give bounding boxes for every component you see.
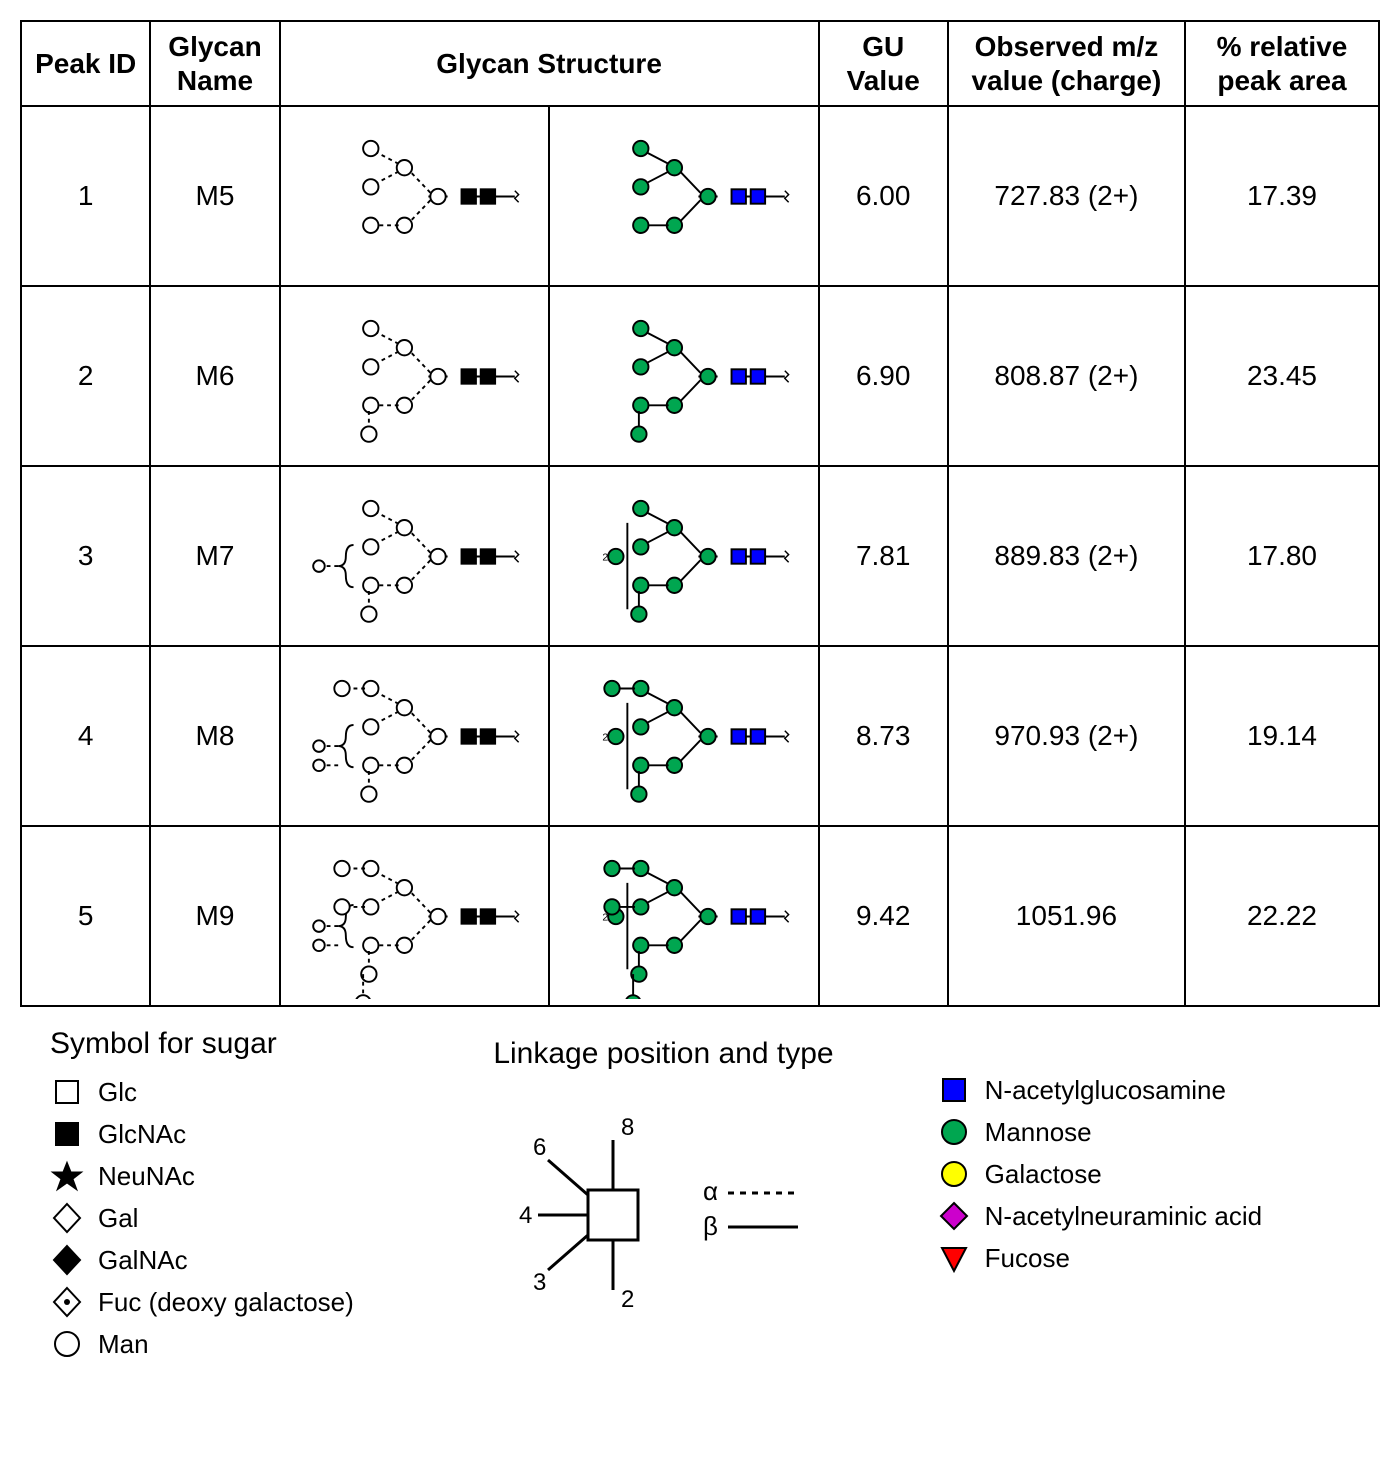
cell-area: 17.39 [1185,106,1379,286]
header-peak: Peak ID [21,21,150,106]
cell-name: M7 [150,466,279,646]
legend: Symbol for sugar Glc GlcNAc NeuNAc Gal GalNA… [20,1017,1380,1369]
svg-text:2: 2 [621,1286,634,1313]
legend-color-label: Galactose [985,1159,1102,1190]
svg-text:8: 8 [621,1114,634,1141]
header-area: % relative peak area [1185,21,1379,106]
legend-bw-label: Man [98,1329,149,1360]
legend-bw-col: Symbol for sugar Glc GlcNAc NeuNAc Gal GalNA… [50,1017,493,1369]
cell-struct: 2x [280,466,819,646]
cell-name: M5 [150,106,279,286]
legend-bw-item: NeuNAc [50,1159,493,1193]
cell-peak: 1 [21,106,150,286]
cell-mz: 727.83 (2+) [948,106,1185,286]
cell-gu: 6.00 [819,106,948,286]
header-struct: Glycan Structure [280,21,819,106]
cell-name: M8 [150,646,279,826]
glycan-bw-diagram [281,827,550,1005]
glycan-bw-diagram [281,107,550,285]
cell-struct: 2x [280,646,819,826]
glycan-color-diagram [550,287,817,465]
glycan-color-diagram: 2x [550,827,817,1005]
legend-bw-item: Man [50,1327,493,1361]
table-row: 3 M7 2x 7.81 889.83 (2+) 17.80 [21,466,1379,646]
legend-color-label: Mannose [985,1117,1092,1148]
cell-area: 19.14 [1185,646,1379,826]
header-name: Glycan Name [150,21,279,106]
cell-struct: 2x [280,826,819,1006]
cell-name: M9 [150,826,279,1006]
cell-gu: 8.73 [819,646,948,826]
glycan-bw-diagram [281,647,550,825]
legend-bw-label: Gal [98,1203,138,1234]
legend-color-item: N-acetylglucosamine [937,1073,1380,1107]
legend-sugar-heading: Symbol for sugar [50,1027,493,1061]
cell-name: M6 [150,286,279,466]
cell-struct [280,106,819,286]
table-row: 1 M5 6.00 727.83 (2+) 17.39 [21,106,1379,286]
cell-mz: 970.93 (2+) [948,646,1185,826]
legend-linkage-col: Linkage position and type 8 6 4 3 2 α β [493,1017,936,1369]
svg-text:6: 6 [533,1134,546,1161]
svg-text:α: α [703,1176,718,1206]
svg-text:3: 3 [533,1269,546,1296]
svg-text:4: 4 [519,1202,532,1229]
header-row: Peak ID Glycan Name Glycan Structure GU … [21,21,1379,106]
legend-color-item: Fucose [937,1241,1380,1275]
legend-color-item: Mannose [937,1115,1380,1149]
legend-bw-item: Fuc (deoxy galactose) [50,1285,493,1319]
cell-peak: 3 [21,466,150,646]
legend-bw-item: Gal [50,1201,493,1235]
glycan-table: Peak ID Glycan Name Glycan Structure GU … [20,20,1380,1007]
legend-color-item: N-acetylneuraminic acid [937,1199,1380,1233]
cell-mz: 889.83 (2+) [948,466,1185,646]
cell-peak: 4 [21,646,150,826]
svg-text:β: β [703,1211,718,1241]
cell-gu: 6.90 [819,286,948,466]
glycan-color-diagram: 2x [550,467,817,645]
legend-linkage-heading: Linkage position and type [493,1037,936,1071]
legend-bw-label: Glc [98,1077,137,1108]
cell-struct [280,286,819,466]
legend-color-col: N-acetylglucosamine Mannose Galactose N-ace… [937,1017,1380,1369]
glycan-color-diagram: 2x [550,647,817,825]
legend-bw-label: Fuc (deoxy galactose) [98,1287,354,1318]
glycan-bw-diagram [281,287,550,465]
cell-mz: 808.87 (2+) [948,286,1185,466]
table-row: 5 M9 2x 9.42 1051.96 22.22 [21,826,1379,1006]
legend-bw-item: Glc [50,1075,493,1109]
legend-bw-label: GlcNAc [98,1119,186,1150]
glycan-color-diagram [550,107,817,285]
cell-peak: 5 [21,826,150,1006]
cell-peak: 2 [21,286,150,466]
legend-color-label: N-acetylneuraminic acid [985,1201,1262,1232]
cell-area: 23.45 [1185,286,1379,466]
legend-bw-item: GlcNAc [50,1117,493,1151]
legend-bw-label: GalNAc [98,1245,188,1276]
legend-bw-item: GalNAc [50,1243,493,1277]
cell-gu: 9.42 [819,826,948,1006]
header-gu: GU Value [819,21,948,106]
cell-area: 17.80 [1185,466,1379,646]
legend-color-label: N-acetylglucosamine [985,1075,1226,1106]
legend-color-label: Fucose [985,1243,1070,1274]
header-mz: Observed m/z value (charge) [948,21,1185,106]
cell-gu: 7.81 [819,466,948,646]
glycan-bw-diagram [281,467,550,645]
cell-area: 22.22 [1185,826,1379,1006]
cell-mz: 1051.96 [948,826,1185,1006]
linkage-diagram: 8 6 4 3 2 α β [493,1085,853,1345]
legend-color-item: Galactose [937,1157,1380,1191]
table-row: 2 M6 6.90 808.87 (2+) 23.45 [21,286,1379,466]
legend-bw-label: NeuNAc [98,1161,195,1192]
table-row: 4 M8 2x 8.73 970.93 (2+) 19.14 [21,646,1379,826]
